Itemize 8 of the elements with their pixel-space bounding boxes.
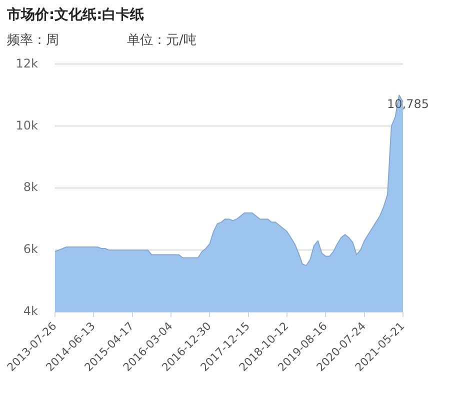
- y-tick-label: 8k: [23, 180, 38, 194]
- y-tick-label: 6k: [23, 242, 38, 256]
- chart-title: 市场价:文化纸:白卡纸: [7, 6, 144, 24]
- chart-subtitle: 频率：周: [7, 32, 59, 49]
- y-tick-label: 10k: [16, 118, 38, 132]
- text: 单位：元/吨: [127, 33, 196, 48]
- y-tick-label: 4k: [23, 304, 38, 318]
- y-tick-label: 12k: [16, 56, 38, 70]
